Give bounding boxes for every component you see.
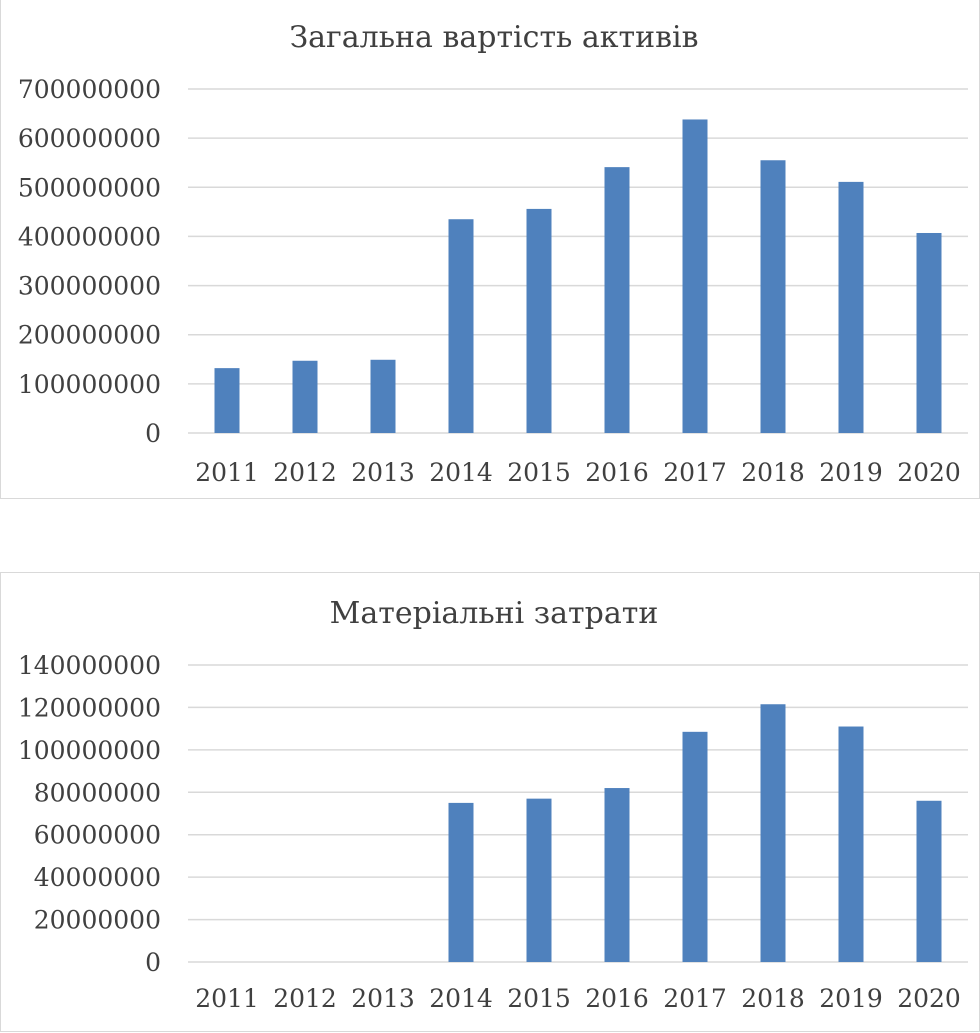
y-tick-label: 200000000	[18, 321, 161, 350]
bar-2018	[760, 160, 786, 433]
y-tick-label: 100000000	[18, 370, 161, 399]
x-tick-label: 2013	[351, 458, 415, 487]
y-tick-label: 0	[145, 948, 161, 977]
y-tick-label: 300000000	[18, 272, 161, 301]
y-tick-label: 400000000	[18, 222, 161, 251]
bar-2019	[838, 726, 864, 962]
bar-2016	[604, 167, 630, 433]
y-tick-label: 80000000	[34, 778, 161, 807]
x-tick-label: 2020	[897, 984, 961, 1013]
y-tick-label: 100000000	[18, 736, 161, 765]
gridlines	[188, 88, 968, 434]
chart-total-assets: Загальна вартість активів 0 100000000 2000…	[0, 0, 980, 499]
y-axis: 0 20000000 40000000 60000000 80000000 1000000…	[18, 651, 161, 977]
x-tick-label: 2017	[663, 458, 727, 487]
x-tick-label: 2011	[195, 458, 259, 487]
bar-2019	[838, 181, 864, 433]
bar-2020	[916, 232, 942, 433]
x-axis: 2011 2012 2013 2014 2015 2016 2017 2018 2019 2020	[195, 458, 961, 487]
x-tick-label: 2016	[585, 984, 649, 1013]
y-tick-label: 500000000	[18, 173, 161, 202]
y-tick-label: 20000000	[34, 906, 161, 935]
bar-2018	[760, 704, 786, 962]
x-tick-label: 2011	[195, 984, 259, 1013]
chart-material-costs: Матеріальні затрати 0 20000000 40000000 600…	[0, 572, 980, 1032]
x-tick-label: 2014	[429, 984, 493, 1013]
y-tick-label: 60000000	[34, 821, 161, 850]
x-tick-label: 2015	[507, 984, 571, 1013]
y-tick-label: 600000000	[18, 124, 161, 153]
chart-title: Загальна вартість активів	[289, 20, 698, 55]
chart-material-costs-svg: Матеріальні затрати 0 20000000 40000000 600…	[18, 596, 968, 1013]
y-axis: 0 100000000 200000000 300000000 400000000 500…	[18, 75, 161, 448]
y-tick-label: 120000000	[18, 693, 161, 722]
bar-2011	[214, 368, 240, 433]
bar-2012	[292, 360, 318, 433]
bars	[214, 119, 942, 434]
x-axis: 2011 2012 2013 2014 2015 2016 2017 2018 2019 2020	[195, 984, 961, 1013]
bar-2020	[916, 800, 942, 962]
chart-title: Матеріальні затрати	[330, 596, 659, 631]
x-tick-label: 2019	[819, 984, 883, 1013]
x-tick-label: 2019	[819, 458, 883, 487]
bar-2013	[370, 359, 396, 433]
x-tick-label: 2017	[663, 984, 727, 1013]
gridlines	[188, 664, 968, 963]
bars	[448, 704, 942, 962]
x-tick-label: 2015	[507, 458, 571, 487]
y-tick-label: 40000000	[34, 863, 161, 892]
x-tick-label: 2012	[273, 458, 337, 487]
x-tick-label: 2016	[585, 458, 649, 487]
x-tick-label: 2014	[429, 458, 493, 487]
x-tick-label: 2013	[351, 984, 415, 1013]
x-tick-label: 2018	[741, 984, 805, 1013]
bar-2016	[604, 788, 630, 962]
bar-2014	[448, 802, 474, 962]
y-tick-label: 700000000	[18, 75, 161, 104]
chart-total-assets-svg: Загальна вартість активів 0 100000000 2000…	[18, 20, 968, 487]
x-tick-label: 2012	[273, 984, 337, 1013]
y-tick-label: 0	[145, 419, 161, 448]
x-tick-label: 2020	[897, 458, 961, 487]
bar-2017	[682, 731, 708, 962]
bar-2017	[682, 119, 708, 434]
y-tick-label: 140000000	[18, 651, 161, 680]
x-tick-label: 2018	[741, 458, 805, 487]
bar-2015	[526, 208, 552, 433]
bar-2014	[448, 219, 474, 433]
bar-2015	[526, 798, 552, 962]
